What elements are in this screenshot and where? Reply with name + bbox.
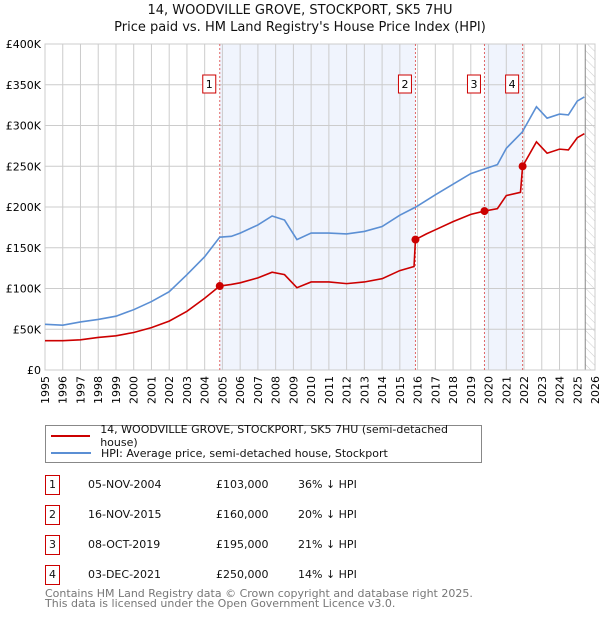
x-tick-label: 2000 — [128, 376, 141, 404]
sale-number: 3 — [45, 535, 60, 555]
x-tick-label: 2002 — [163, 376, 176, 404]
sale-hpi-diff: 36% ↓ HPI — [298, 478, 357, 491]
x-tick-label: 1997 — [74, 376, 87, 404]
sale-point — [480, 207, 489, 216]
x-tick-label: 2026 — [589, 376, 600, 404]
legend-label: HPI: Average price, semi-detached house,… — [101, 446, 388, 460]
footer-line: This data is licensed under the Open Gov… — [45, 597, 396, 610]
y-tick-label: £350K — [6, 79, 42, 92]
x-tick-label: 2018 — [447, 376, 460, 404]
sale-label-box — [202, 74, 217, 94]
y-tick-label: £150K — [6, 242, 42, 255]
sale-label-box — [466, 74, 481, 94]
sale-number: 2 — [45, 505, 60, 525]
x-tick-label: 2017 — [429, 376, 442, 404]
sale-label-box — [505, 74, 520, 94]
sale-label-box — [397, 74, 412, 94]
sale-price: £250,000 — [216, 568, 269, 581]
sale-price: £160,000 — [216, 508, 269, 521]
x-tick-label: 2001 — [145, 376, 158, 404]
x-tick-label: 2024 — [554, 376, 567, 404]
price-chart: 1995 1996 1997 1998 1999 2000 2001 2002 2003 2004… — [6, 38, 600, 404]
y-tick-label: £200K — [6, 201, 42, 214]
x-tick-label: 2016 — [412, 376, 425, 404]
legend: 14, WOODVILLE GROVE, STOCKPORT, SK5 7HU … — [45, 423, 482, 463]
footer: Contains HM Land Registry data © Crown c… — [45, 587, 473, 610]
series-line — [44, 96, 585, 326]
x-tick-label: 2006 — [234, 376, 247, 404]
y-tick-label: £300K — [6, 120, 42, 133]
x-tick-label: 2025 — [571, 376, 584, 404]
x-tick-label: 2008 — [270, 376, 283, 404]
sale-date: 05-NOV-2004 — [88, 478, 162, 491]
sale-number: 1 — [45, 475, 60, 495]
series-line — [45, 132, 585, 342]
x-tick-label: 2015 — [394, 376, 407, 404]
x-tick-label: 2023 — [536, 376, 549, 404]
x-tick-label: 1996 — [57, 376, 70, 404]
x-tick-label: 2005 — [216, 376, 229, 404]
sale-row: 1 05-NOV-2004 £103,000 36% ↓ HPI — [45, 475, 465, 495]
sale-date: 08-OCT-2019 — [88, 538, 161, 551]
sale-hpi-diff: 20% ↓ HPI — [298, 508, 357, 521]
x-tick-label: 2004 — [199, 376, 212, 404]
x-tick-label: 2012 — [341, 376, 354, 404]
x-tick-label: 2010 — [305, 376, 318, 404]
x-tick-label: 2003 — [181, 376, 194, 404]
y-tick-label: £0 — [27, 364, 41, 377]
legend-item-property: 14, WOODVILLE GROVE, STOCKPORT, SK5 7HU … — [46, 423, 481, 449]
y-tick-label: £50K — [13, 323, 42, 336]
sale-date: 16-NOV-2015 — [88, 508, 162, 521]
x-tick-label: 2022 — [518, 376, 531, 404]
x-tick-label: 2009 — [287, 376, 300, 404]
sale-hpi-diff: 14% ↓ HPI — [298, 568, 357, 581]
plot-border — [44, 43, 596, 371]
x-tick-label: 1995 — [39, 376, 52, 404]
sale-label: 3 — [470, 78, 477, 91]
x-tick-label: 1999 — [110, 376, 123, 404]
legend-item-hpi: HPI: Average price, semi-detached house,… — [46, 445, 388, 461]
sale-label: 2 — [401, 78, 408, 91]
legend-swatch-red — [51, 435, 91, 437]
chart-subtitle: Price paid vs. HM Land Registry's House … — [114, 20, 486, 35]
sale-price: £195,000 — [216, 538, 269, 551]
x-tick-label: 2013 — [358, 376, 371, 404]
legend-swatch-blue — [51, 452, 91, 454]
y-tick-label: £100K — [6, 283, 42, 296]
x-tick-label: 2019 — [465, 376, 478, 404]
sale-label: 1 — [206, 78, 213, 91]
sale-row: 2 16-NOV-2015 £160,000 20% ↓ HPI — [45, 505, 465, 525]
x-tick-label: 2011 — [323, 376, 336, 404]
sale-price: £103,000 — [216, 478, 269, 491]
sale-point — [518, 162, 527, 171]
sale-label: 4 — [509, 78, 516, 91]
sale-number: 4 — [45, 565, 60, 585]
x-tick-label: 2020 — [483, 376, 496, 404]
x-tick-label: 2007 — [252, 376, 265, 404]
x-tick-label: 1998 — [92, 376, 105, 404]
x-tick-label: 2014 — [376, 376, 389, 404]
sale-row: 4 03-DEC-2021 £250,000 14% ↓ HPI — [45, 565, 465, 585]
x-tick-label: 2021 — [500, 376, 513, 404]
legend-label: 14, WOODVILLE GROVE, STOCKPORT, SK5 7HU … — [100, 423, 448, 449]
footer-line: Contains HM Land Registry data © Crown c… — [45, 587, 473, 600]
sale-date: 03-DEC-2021 — [88, 568, 162, 581]
y-tick-label: £400K — [6, 38, 42, 51]
sale-point — [411, 235, 420, 244]
chart-title: 14, WOODVILLE GROVE, STOCKPORT, SK5 7HU — [147, 3, 453, 18]
sale-row: 3 08-OCT-2019 £195,000 21% ↓ HPI — [45, 535, 465, 555]
sale-hpi-diff: 21% ↓ HPI — [298, 538, 357, 551]
y-tick-label: £250K — [6, 160, 42, 173]
sale-point — [215, 282, 224, 291]
